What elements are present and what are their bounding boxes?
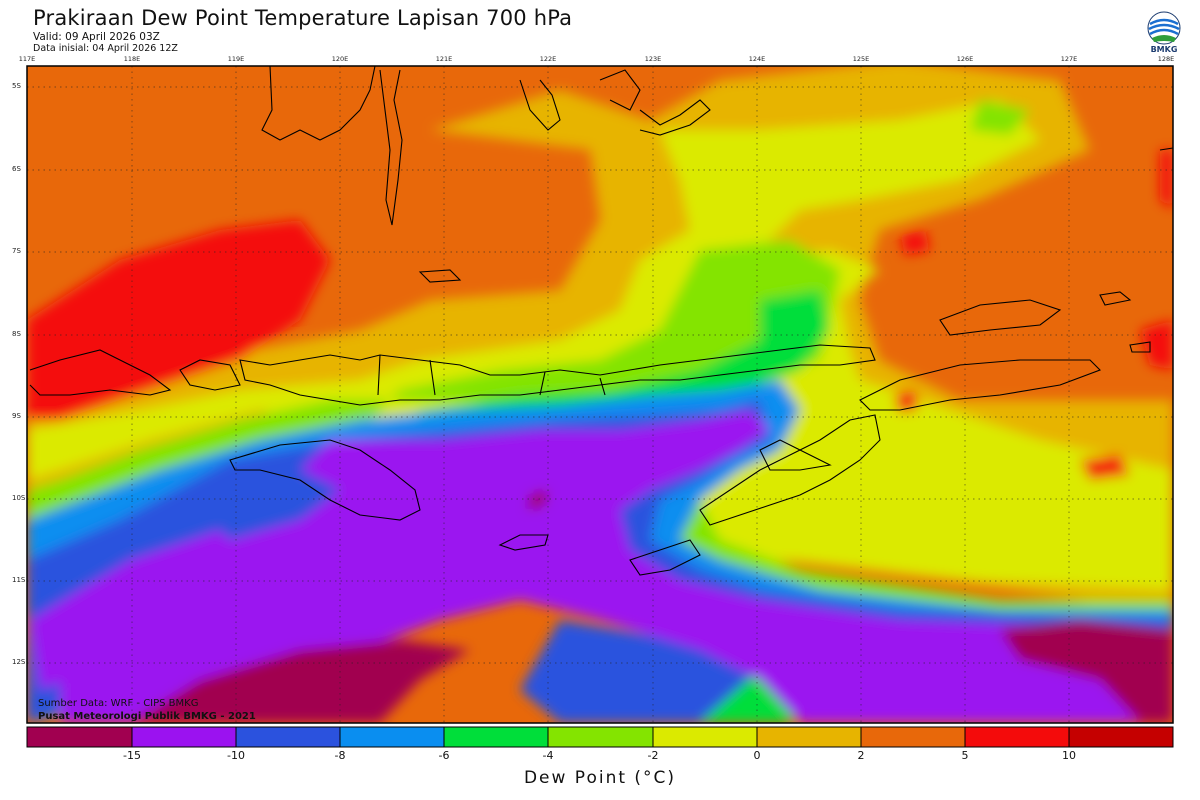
colorbar-bin-4-2 <box>548 727 653 747</box>
lon-label: 125E <box>852 55 870 63</box>
colorbar-bin-8-6 <box>340 727 444 747</box>
coastlines <box>29 66 1173 576</box>
colorbar-bin-gt-10 <box>1069 727 1173 747</box>
dewpoint-field <box>27 66 1173 723</box>
data-source: Sumber Data: WRF - CIPS BMKG <box>38 698 199 709</box>
producer-credit: Pusat Meteorologi Publik BMKG - 2021 <box>38 711 256 722</box>
lat-label: 9S <box>12 412 21 420</box>
colorbar <box>26 726 1174 748</box>
colorbar-bin-2-0 <box>653 727 757 747</box>
valid-time: Valid: 09 April 2026 03Z <box>33 31 160 43</box>
lat-label: 11S <box>12 576 26 584</box>
colorbar-label: -15 <box>123 749 141 762</box>
logo-text: BMKG <box>1150 45 1178 54</box>
lat-lon-grid <box>27 66 1173 723</box>
colorbar-bin-5-10 <box>965 727 1069 747</box>
colorbar-title: Dew Point (°C) <box>523 768 677 788</box>
lon-label: 121E <box>435 55 453 63</box>
colorbar-label: 2 <box>857 749 865 762</box>
colorbar-bin-6-4 <box>444 727 548 747</box>
lat-label: 6S <box>12 165 21 173</box>
colorbar-label: -10 <box>227 749 245 762</box>
colorbar-label: 5 <box>961 749 969 762</box>
colorbar-bin-2-5 <box>861 727 965 747</box>
lat-label: 8S <box>12 330 21 338</box>
colorbar-label: 0 <box>753 749 761 762</box>
lon-label: 118E <box>123 55 141 63</box>
lat-label: 5S <box>12 82 21 90</box>
lat-label: 10S <box>12 494 26 502</box>
map-frame <box>26 65 1174 724</box>
colorbar-label: -6 <box>438 749 450 762</box>
colorbar-label: 10 <box>1062 749 1076 762</box>
colorbar-label: -4 <box>542 749 554 762</box>
lat-label: 12S <box>12 658 26 666</box>
colorbar-bin-10-8 <box>236 727 340 747</box>
initial-time: Data inisial: 04 April 2026 12Z <box>33 43 178 54</box>
bmkg-logo-icon <box>1147 11 1181 45</box>
lon-label: 128E <box>1157 55 1175 63</box>
lon-label: 126E <box>956 55 974 63</box>
lon-label: 127E <box>1060 55 1078 63</box>
lon-label: 120E <box>331 55 349 63</box>
lon-label: 124E <box>748 55 766 63</box>
lon-label: 122E <box>539 55 557 63</box>
colorbar-bin-lt-15 <box>27 727 132 747</box>
colorbar-label: -2 <box>647 749 659 762</box>
lon-label: 117E <box>18 55 36 63</box>
lat-label: 7S <box>12 247 21 255</box>
colorbar-bin-15-10 <box>132 727 236 747</box>
lon-label: 123E <box>644 55 662 63</box>
page-title: Prakiraan Dew Point Temperature Lapisan … <box>33 6 573 30</box>
colorbar-label: -8 <box>334 749 346 762</box>
colorbar-bin-0-2 <box>757 727 861 747</box>
lon-label: 119E <box>227 55 245 63</box>
